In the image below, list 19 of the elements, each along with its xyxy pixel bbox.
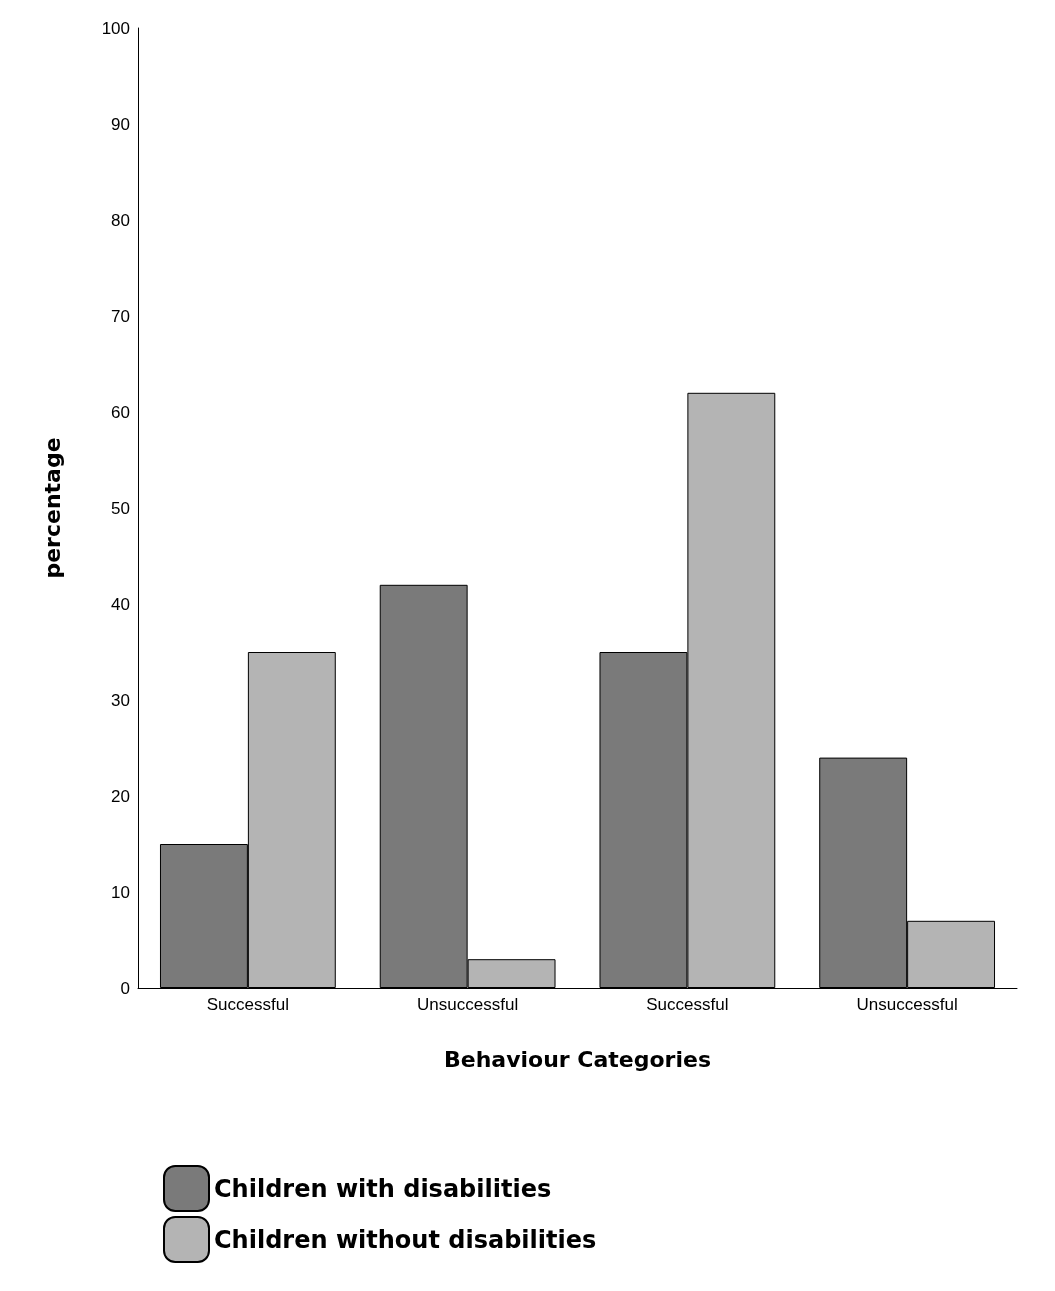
x-tick-label: Unsuccessful bbox=[856, 995, 958, 1014]
y-tick-label: 80 bbox=[111, 210, 130, 230]
y-tick-label: 90 bbox=[111, 114, 130, 134]
x-axis-title: Behaviour Categories bbox=[443, 1046, 712, 1072]
y-tick-label: 40 bbox=[111, 594, 130, 614]
y-axis-title: percentage bbox=[39, 437, 65, 579]
x-tick-label: Unsuccessful bbox=[417, 995, 519, 1014]
x-tick-label: Successful bbox=[206, 995, 289, 1014]
y-tick-label: 60 bbox=[111, 402, 130, 422]
y-tick-label: 30 bbox=[111, 690, 130, 710]
y-tick-label: 0 bbox=[120, 978, 130, 998]
legend-label: Children without disabilities bbox=[214, 1225, 597, 1254]
y-tick-label: 50 bbox=[111, 498, 130, 518]
y-tick-label: 10 bbox=[111, 882, 130, 902]
y-tick-label: 20 bbox=[111, 786, 130, 806]
y-tick-label: 70 bbox=[111, 306, 130, 326]
y-tick-label: 100 bbox=[101, 18, 130, 38]
x-tick-label: Successful bbox=[646, 995, 729, 1014]
legend-label: Children with disabilities bbox=[214, 1174, 552, 1203]
